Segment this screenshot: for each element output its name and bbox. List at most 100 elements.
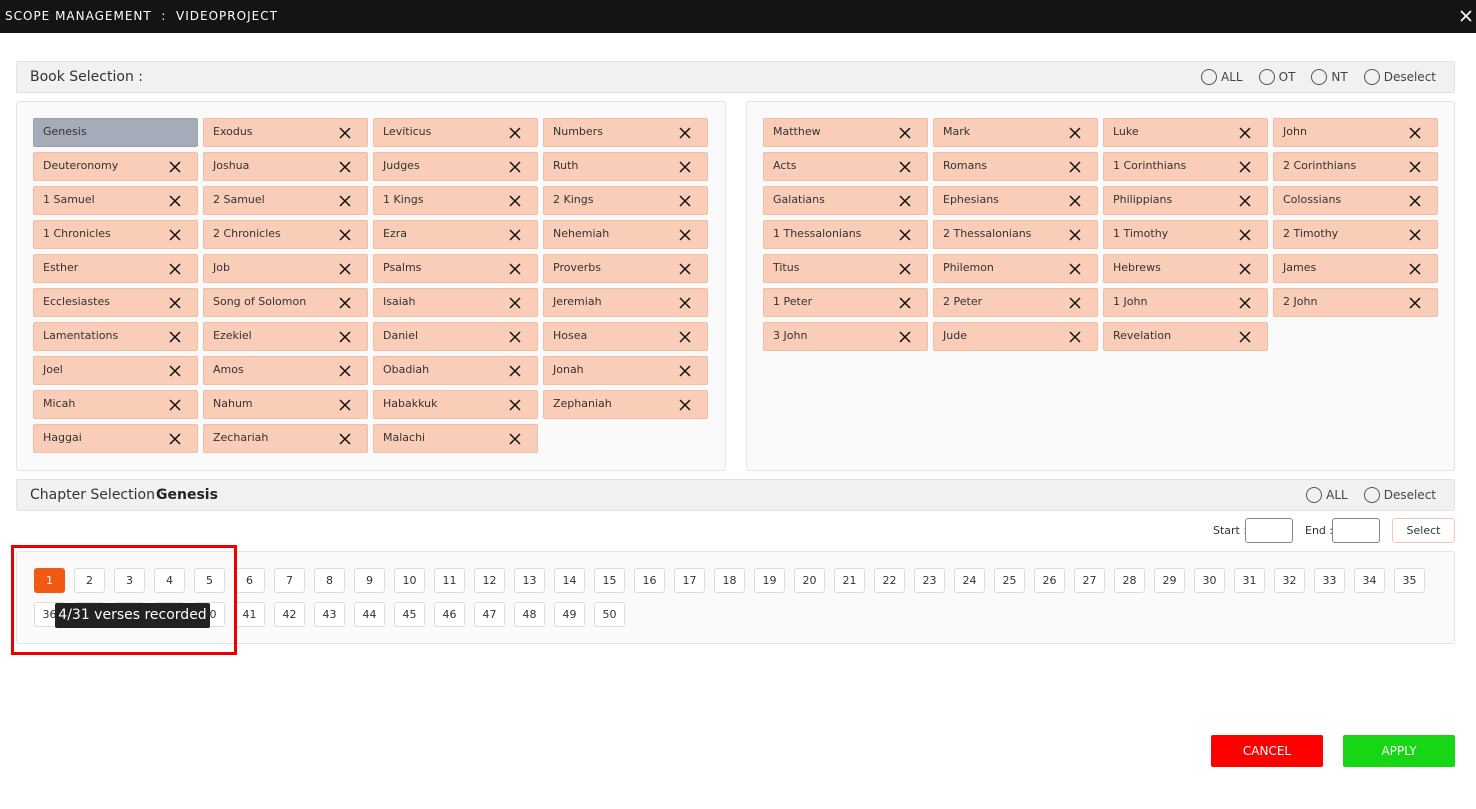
remove-icon[interactable] [169, 433, 181, 445]
book-chip[interactable]: Jonah [543, 356, 708, 385]
remove-icon[interactable] [679, 127, 691, 139]
chapter-button[interactable]: 11 [434, 568, 465, 593]
radio-circle[interactable] [1311, 69, 1328, 85]
book-chip[interactable]: John [1273, 118, 1438, 147]
remove-icon[interactable] [1069, 161, 1081, 173]
remove-icon[interactable] [1239, 161, 1251, 173]
remove-icon[interactable] [899, 229, 911, 241]
book-chip[interactable]: Ecclesiastes [33, 288, 198, 317]
chapter-button[interactable]: 25 [994, 568, 1025, 593]
remove-icon[interactable] [1239, 127, 1251, 139]
chapter-button[interactable]: 3 [114, 568, 145, 593]
book-chip[interactable]: Malachi [373, 424, 538, 453]
remove-icon[interactable] [339, 161, 351, 173]
remove-icon[interactable] [1239, 331, 1251, 343]
radio-option[interactable]: NT [1311, 69, 1348, 85]
book-chip[interactable]: Habakkuk [373, 390, 538, 419]
remove-icon[interactable] [679, 263, 691, 275]
remove-icon[interactable] [509, 433, 521, 445]
book-chip[interactable]: Exodus [203, 118, 368, 147]
chapter-button[interactable]: 49 [554, 602, 585, 627]
book-chip[interactable]: 1 Thessalonians [763, 220, 928, 249]
chapter-button[interactable]: 2 [74, 568, 105, 593]
book-chip[interactable]: Job [203, 254, 368, 283]
book-chip[interactable]: Daniel [373, 322, 538, 351]
remove-icon[interactable] [1409, 127, 1421, 139]
book-chip[interactable]: Zephaniah [543, 390, 708, 419]
book-chip[interactable]: 2 Timothy [1273, 220, 1438, 249]
book-chip[interactable]: Luke [1103, 118, 1268, 147]
book-chip[interactable]: Genesis [33, 118, 198, 147]
book-chip[interactable]: Philippians [1103, 186, 1268, 215]
remove-icon[interactable] [169, 331, 181, 343]
chapter-button[interactable]: 12 [474, 568, 505, 593]
select-button[interactable]: Select [1392, 518, 1455, 543]
chapter-button[interactable]: 13 [514, 568, 545, 593]
book-chip[interactable]: 2 Thessalonians [933, 220, 1098, 249]
remove-icon[interactable] [169, 229, 181, 241]
chapter-button[interactable]: 5 [194, 568, 225, 593]
book-chip[interactable]: Deuteronomy [33, 152, 198, 181]
book-chip[interactable]: Nahum [203, 390, 368, 419]
remove-icon[interactable] [679, 365, 691, 377]
remove-icon[interactable] [509, 297, 521, 309]
book-chip[interactable]: Proverbs [543, 254, 708, 283]
remove-icon[interactable] [509, 263, 521, 275]
book-chip[interactable]: 1 Peter [763, 288, 928, 317]
remove-icon[interactable] [1409, 297, 1421, 309]
book-chip[interactable]: 2 John [1273, 288, 1438, 317]
remove-icon[interactable] [1239, 297, 1251, 309]
radio-option[interactable]: OT [1258, 69, 1295, 85]
remove-icon[interactable] [1069, 297, 1081, 309]
book-chip[interactable]: Lamentations [33, 322, 198, 351]
book-chip[interactable]: 2 Samuel [203, 186, 368, 215]
remove-icon[interactable] [1239, 263, 1251, 275]
radio-option[interactable]: ALL [1201, 69, 1243, 85]
book-chip[interactable]: Amos [203, 356, 368, 385]
remove-icon[interactable] [509, 161, 521, 173]
remove-icon[interactable] [169, 399, 181, 411]
remove-icon[interactable] [1239, 195, 1251, 207]
chapter-button[interactable]: 50 [594, 602, 625, 627]
radio-circle[interactable] [1363, 487, 1380, 503]
chapter-button[interactable]: 26 [1034, 568, 1065, 593]
remove-icon[interactable] [169, 161, 181, 173]
remove-icon[interactable] [899, 297, 911, 309]
chapter-button[interactable]: 32 [1274, 568, 1305, 593]
book-chip[interactable]: Psalms [373, 254, 538, 283]
book-chip[interactable]: Joel [33, 356, 198, 385]
chapter-button[interactable]: 4 [154, 568, 185, 593]
chapter-button[interactable]: 31 [1234, 568, 1265, 593]
chapter-button[interactable]: 42 [274, 602, 305, 627]
chapter-button[interactable]: 16 [634, 568, 665, 593]
remove-icon[interactable] [1069, 331, 1081, 343]
chapter-button[interactable]: 29 [1154, 568, 1185, 593]
chapter-button[interactable]: 48 [514, 602, 545, 627]
radio-option[interactable]: ALL [1306, 487, 1348, 503]
book-chip[interactable]: Esther [33, 254, 198, 283]
remove-icon[interactable] [899, 161, 911, 173]
remove-icon[interactable] [339, 365, 351, 377]
remove-icon[interactable] [169, 263, 181, 275]
remove-icon[interactable] [899, 127, 911, 139]
book-chip[interactable]: Jude [933, 322, 1098, 351]
book-chip[interactable]: Ephesians [933, 186, 1098, 215]
book-chip[interactable]: Romans [933, 152, 1098, 181]
apply-button[interactable]: APPLY [1343, 735, 1455, 767]
book-chip[interactable]: Jeremiah [543, 288, 708, 317]
book-chip[interactable]: 2 Peter [933, 288, 1098, 317]
book-chip[interactable]: Isaiah [373, 288, 538, 317]
book-chip[interactable]: Ezekiel [203, 322, 368, 351]
remove-icon[interactable] [899, 263, 911, 275]
book-chip[interactable]: 2 Corinthians [1273, 152, 1438, 181]
remove-icon[interactable] [1409, 195, 1421, 207]
remove-icon[interactable] [1239, 229, 1251, 241]
remove-icon[interactable] [339, 127, 351, 139]
start-input[interactable] [1245, 518, 1293, 543]
book-chip[interactable]: Joshua [203, 152, 368, 181]
chapter-button[interactable]: 30 [1194, 568, 1225, 593]
chapter-button[interactable]: 44 [354, 602, 385, 627]
chapter-button[interactable]: 19 [754, 568, 785, 593]
remove-icon[interactable] [509, 229, 521, 241]
radio-option[interactable]: Deselect [1363, 487, 1436, 503]
